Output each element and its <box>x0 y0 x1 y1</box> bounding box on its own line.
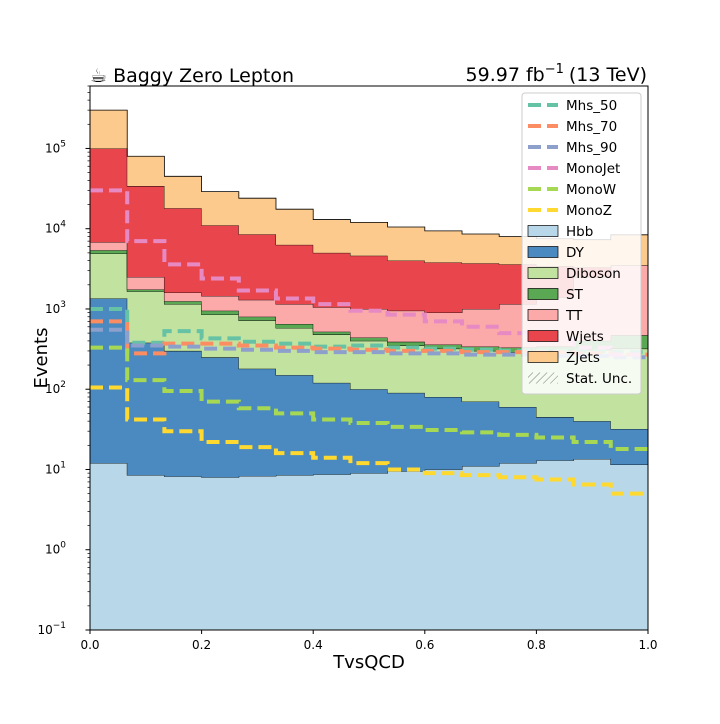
x-tick-label: 0.4 <box>304 638 323 652</box>
legend-swatch-wjets <box>527 330 559 342</box>
legend-label-diboson: Diboson <box>566 266 621 282</box>
legend-swatch-tt <box>527 309 559 321</box>
y-tick-label: 101 <box>45 460 66 476</box>
lumi-value: 59.97 fb <box>466 64 545 86</box>
legend-swatch-stat-unc <box>528 372 558 384</box>
y-axis: 10−1 100 101 102 103 104 105 <box>37 85 90 637</box>
legend-label-mhs-50: Mhs_50 <box>566 98 617 114</box>
legend-swatch-diboson <box>527 267 559 279</box>
signal-monow <box>90 345 648 451</box>
x-tick-label: 0.6 <box>415 638 434 652</box>
y-tick-label: 105 <box>45 139 66 155</box>
y-tick-label: 104 <box>45 220 66 236</box>
legend-label-stat-unc: Stat. Unc. <box>566 371 632 387</box>
legend-swatch-hbb <box>527 225 559 237</box>
legend-label-monow: MonoW <box>566 182 616 198</box>
lumi-label: 59.97 fb−1 (13 TeV) <box>466 62 647 86</box>
x-axis: 0.0 0.2 0.4 0.6 0.8 1.0 <box>80 630 658 652</box>
y-tick-label: 102 <box>45 380 66 396</box>
signal-mhs_70 <box>90 319 648 357</box>
stack-dy <box>90 298 648 478</box>
x-tick-label: 0.0 <box>80 638 99 652</box>
legend-label-mhs-90: Mhs_90 <box>566 140 617 156</box>
legend-swatch-zjets <box>527 351 559 363</box>
y-axis-label: Events <box>31 328 52 389</box>
x-axis-label: TvsQCD <box>332 652 405 673</box>
legend-label-dy: DY <box>566 245 585 261</box>
legend-label-monojet: MonoJet <box>566 161 620 177</box>
energy-label: (13 TeV) <box>569 64 647 86</box>
lumi-sup: −1 <box>545 62 564 77</box>
y-tick-label: 103 <box>45 300 66 316</box>
legend-label-monoz: MonoZ <box>566 203 612 219</box>
signal-monojet <box>90 188 648 357</box>
legend-label-mhs-70: Mhs_70 <box>566 119 617 135</box>
y-tick-label: 100 <box>45 541 66 557</box>
signal-monoz <box>90 385 648 496</box>
legend-label-zjets: ZJets <box>566 350 600 366</box>
title-left: ☕ Baggy Zero Lepton <box>90 65 294 87</box>
legend-label-hbb: Hbb <box>566 224 593 240</box>
stack-hbb <box>90 459 648 630</box>
stack-wjets <box>90 148 648 313</box>
signal-mhs_90 <box>90 327 648 360</box>
legend-frame <box>521 92 642 395</box>
x-tick-label: 0.8 <box>527 638 546 652</box>
x-tick-label: 0.2 <box>192 638 211 652</box>
legend-swatch-dy <box>527 246 559 258</box>
stack-tt <box>90 242 648 348</box>
legend: Mhs_50 Mhs_70 Mhs_90 MonoJet MonoW MonoZ Hbb DY… <box>521 92 642 395</box>
y-tick-label: 10−1 <box>37 621 66 637</box>
legend-label-st: ST <box>566 287 584 303</box>
x-tick-label: 1.0 <box>638 638 657 652</box>
plot-frame <box>89 85 649 631</box>
legend-swatch-st <box>527 288 559 300</box>
legend-label-wjets: Wjets <box>566 329 604 345</box>
legend-label-tt: TT <box>565 308 583 324</box>
